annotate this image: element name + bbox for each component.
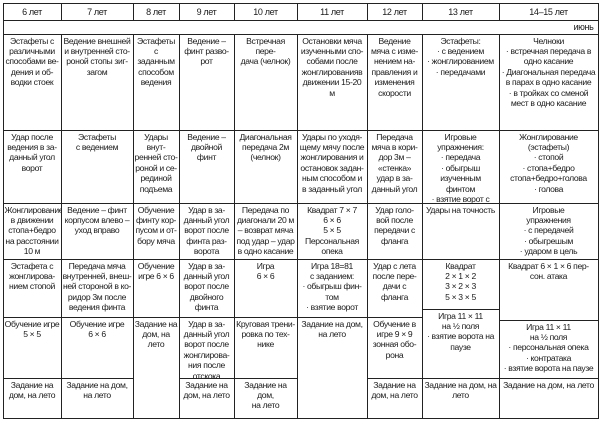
table-cell: Квадрат 6 × 1 × 6 пер- сон. атака — [498, 258, 599, 321]
table-cell: Ведение – двойной финт — [178, 129, 235, 204]
table-cell: Ведение – финт корпусом влево – уход впр… — [60, 202, 134, 260]
table-cell: Передача по диагонали 20 м – возврат мяч… — [233, 202, 298, 260]
table-cell: Передача мяча внутренней, внеш- ней стор… — [60, 258, 134, 318]
table-cell: Игра 11 × 11 на ½ поля · взятие ворота н… — [421, 308, 500, 379]
table-cell: Удары по уходя- щему мячу после жонглиро… — [296, 129, 368, 204]
table-cell: Ведение мяча с изме- нением на- правлени… — [366, 33, 423, 131]
table-cell: Обучение игре 6 × 6 — [132, 258, 180, 318]
table-cell: Ведение – финт разво- рот — [178, 33, 235, 131]
table-cell: Ведение внешней и внутренней сто- роной … — [60, 33, 134, 131]
column-header: 14–15 лет — [498, 2, 599, 21]
column-header: 8 лет — [132, 2, 180, 21]
table-cell: Эстафета с жонглирова- нием стопой — [2, 258, 62, 318]
table-cell: Задание на дом, на лето — [366, 377, 423, 419]
table-cell: Задание на дом, на лето — [296, 316, 368, 419]
column-header: 11 лет — [296, 2, 368, 21]
table-cell: Эстафеты с ведением — [60, 129, 134, 204]
table-cell: Встречная пере- дача (челнок) — [233, 33, 298, 131]
table-cell: Передача мяча в кори- дор 3м – «стенка» … — [366, 129, 423, 204]
table-cell: Челноки · встречная передача в одно каса… — [498, 33, 599, 131]
table-cell: Удар в за- данный угол ворот после финта… — [178, 202, 235, 260]
column-header: 12 лет — [366, 2, 423, 21]
column-header: 7 лет — [60, 2, 134, 21]
table-cell: Остановки мяча изученными спо- собами по… — [296, 33, 368, 131]
table-cell: Обучение игре 6 × 6 — [60, 316, 134, 379]
table-cell: Удар с лета после пере- дачи с фланга — [366, 258, 423, 318]
table-cell: Эстафеты: · с ведением · жонглированием … — [421, 33, 500, 131]
table-cell: Игровые упражнения · с передачей · обыгр… — [498, 202, 599, 260]
table-cell: Игра 11 × 11 на ½ поля · персональная оп… — [498, 319, 599, 379]
table-cell: Задание на дом, на лето — [132, 316, 180, 419]
table-cell: Круговая трени- ровка по тех- нике — [233, 316, 298, 379]
column-header: 10 лет — [233, 2, 298, 21]
table-cell: Задание на дом, на лето — [498, 377, 599, 419]
table-cell: Эстафеты с различными способами ве- дени… — [2, 33, 62, 131]
column-header: 13 лет — [421, 2, 500, 21]
table-cell: Обучение в игре 9 × 9 зонная обо- рона — [366, 316, 423, 379]
table-cell: Удар в за- данный угол ворот после жонгл… — [178, 316, 235, 379]
table-cell: Игра 6 × 6 — [233, 258, 298, 318]
table-cell: Удары внут- ренней сто- роной и се- реди… — [132, 129, 180, 204]
table-cell: Обучение финту кор- пусом и от- бору мяч… — [132, 202, 180, 260]
table-cell: Эстафеты с заданным способом ведения — [132, 33, 180, 131]
table-cell: Игра 18=81 с заданием: · обыгрыш фин- то… — [296, 258, 368, 318]
table-cell: Квадрат 2 × 1 × 2 3 × 2 × 3 5 × 3 × 5 — [421, 258, 500, 310]
table-cell: Игровые упражнения: · передача · обыгрыш… — [421, 129, 500, 204]
table-cell: Обучение игре 5 × 5 — [2, 316, 62, 379]
table-cell: Задание на дом, на лето — [2, 377, 62, 419]
table-cell: Квадрат 7 × 7 6 × 6 5 × 5 Персональная о… — [296, 202, 368, 260]
column-header: 6 лет — [2, 2, 62, 21]
table-cell: Задание на дом, на лето — [421, 377, 500, 419]
table-cell: Задание на дом, на лето — [233, 377, 298, 419]
month-row: июнь — [2, 19, 599, 35]
table-cell: Диагональная передача 2м (челнок) — [233, 129, 298, 204]
table-cell: Удар после ведения в за- данный угол вор… — [2, 129, 62, 204]
table-cell: Удар голо- вой после передачи с фланга — [366, 202, 423, 260]
column-header: 9 лет — [178, 2, 235, 21]
table-cell: Жонглирование в движении стопа+бедро на … — [2, 202, 62, 260]
table-cell: Удары на точность — [421, 202, 500, 260]
table-cell: Удар в за- данный угол ворот после двойн… — [178, 258, 235, 318]
table-cell: Жонглирование (эстафеты) · стопой · стоп… — [498, 129, 599, 204]
table-cell: Задание на дом, на лето — [60, 377, 134, 419]
table-cell: Задание на дом, на лето — [178, 377, 235, 419]
